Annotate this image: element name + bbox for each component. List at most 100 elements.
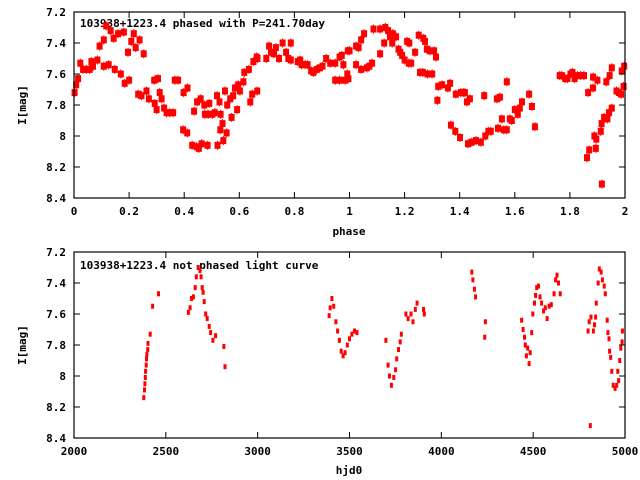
data-point	[199, 274, 203, 280]
x-tick-label: 1.6	[505, 205, 525, 218]
data-point	[355, 330, 359, 336]
data-point	[409, 311, 413, 317]
x-tick-label: 3000	[244, 445, 271, 458]
data-point	[615, 382, 619, 388]
data-point	[151, 303, 155, 309]
data-point	[144, 368, 148, 374]
data-point	[609, 354, 613, 360]
data-point	[521, 327, 525, 332]
data-point	[599, 269, 603, 275]
data-point	[146, 340, 150, 346]
data-point	[193, 285, 197, 291]
data-point	[330, 296, 334, 301]
data-point	[336, 328, 340, 334]
data-point	[413, 306, 417, 312]
x-tick-label: 2500	[153, 445, 180, 458]
data-point	[205, 316, 209, 322]
data-point	[157, 291, 160, 297]
data-point	[388, 373, 391, 379]
y-tick-label: 7.4	[46, 37, 66, 50]
x-axis-label: hjd0	[336, 464, 363, 477]
x-tick-label: 3500	[336, 445, 363, 458]
y-tick-label: 8.4	[46, 432, 66, 445]
data-point	[337, 337, 341, 343]
data-point	[145, 351, 149, 357]
data-point	[222, 344, 226, 349]
data-point	[549, 302, 553, 308]
data-point	[406, 316, 410, 322]
data-point	[600, 277, 604, 283]
data-point	[144, 362, 148, 368]
x-tick-label: 4000	[428, 445, 455, 458]
data-point	[198, 268, 202, 274]
data-point	[207, 323, 211, 329]
x-tick-label: 2	[622, 205, 629, 218]
data-point	[537, 283, 540, 289]
data-point	[547, 303, 551, 309]
data-point	[528, 350, 532, 356]
phased-plot: 103938+1223.4 phased with P=241.70day ph…	[16, 6, 628, 238]
data-point	[618, 358, 622, 363]
data-point	[594, 314, 598, 320]
y-tick-label: 7.2	[46, 246, 66, 259]
plot-title: 103938+1223.4 phased with P=241.70day	[80, 17, 325, 30]
data-point	[339, 348, 343, 354]
data-point	[332, 303, 336, 309]
y-tick-label: 7.8	[46, 339, 66, 352]
data-point	[603, 291, 607, 297]
data-point	[523, 334, 526, 340]
x-tick-label: 2000	[61, 445, 88, 458]
x-tick-label: 0	[71, 205, 78, 218]
data-point	[619, 345, 623, 351]
data-point	[191, 294, 195, 300]
data-point	[209, 330, 213, 336]
data-point	[616, 368, 620, 374]
data-point	[143, 381, 147, 387]
x-axis-label: phase	[332, 225, 365, 238]
data-point	[411, 319, 415, 325]
data-point	[415, 300, 419, 306]
data-points	[142, 265, 624, 429]
data-point	[350, 331, 354, 337]
data-point	[591, 328, 595, 334]
x-tick-label: 1.2	[395, 205, 415, 218]
data-point	[607, 336, 611, 342]
data-points	[71, 21, 628, 189]
x-tick-label: 0.4	[174, 205, 194, 218]
y-tick-label: 7.4	[46, 277, 66, 290]
data-point	[471, 277, 475, 283]
data-point	[397, 347, 400, 353]
y-tick-label: 8	[59, 130, 66, 143]
data-point	[608, 348, 612, 354]
unphased-plot: 103938+1223.4 not phased light curve hjd…	[16, 246, 638, 477]
x-tick-label: 0.6	[229, 205, 249, 218]
data-point	[328, 305, 332, 311]
data-point	[520, 317, 524, 323]
y-tick-label: 7.2	[46, 6, 66, 19]
data-point	[594, 300, 598, 306]
x-tick-label: 1.4	[450, 205, 470, 218]
data-point	[589, 314, 593, 320]
data-point	[483, 319, 487, 325]
data-point	[588, 423, 592, 429]
x-tick-label: 0.2	[119, 205, 139, 218]
data-point	[483, 334, 487, 340]
data-point	[587, 319, 591, 325]
data-point	[526, 345, 530, 351]
data-point	[530, 330, 534, 336]
data-point	[535, 285, 539, 291]
data-point	[384, 337, 388, 343]
data-point	[345, 342, 349, 348]
data-point	[422, 311, 426, 317]
data-point	[533, 300, 536, 306]
data-point	[596, 280, 600, 286]
data-point	[555, 272, 559, 278]
y-tick-label: 7.6	[46, 308, 66, 321]
data-point	[613, 385, 617, 391]
plot-border	[73, 251, 626, 439]
y-tick-label: 7.8	[46, 99, 66, 112]
data-point	[343, 350, 347, 356]
data-point	[392, 375, 396, 380]
data-point	[524, 353, 528, 359]
